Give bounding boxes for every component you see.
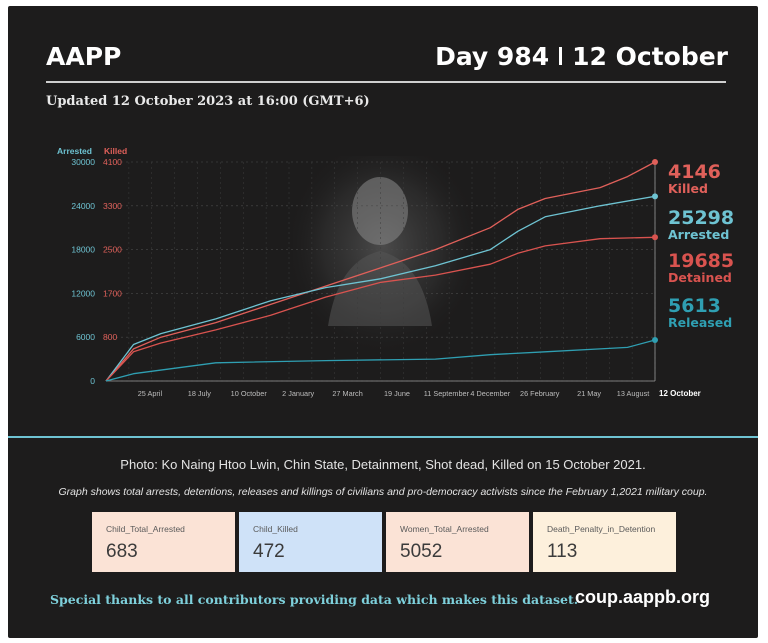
day-date-header: Day 984 12 October — [435, 42, 728, 71]
y-tick-killed: 1700 — [103, 288, 122, 298]
stat-value: 113 — [547, 541, 578, 562]
y-tick-killed: 2500 — [103, 245, 122, 255]
y-tick-arrested: 18000 — [71, 245, 95, 255]
axis-label-killed: Killed — [104, 146, 127, 156]
stats-row: Child_Total_Arrested 683 Child_Killed 47… — [92, 512, 676, 572]
y-tick-arrested: 12000 — [71, 288, 95, 298]
x-tick-label: 2 January — [282, 389, 314, 398]
end-name-arrested: Arrested — [668, 227, 729, 242]
x-tick-label: 4 December — [470, 389, 510, 398]
photo-caption: Photo: Ko Naing Htoo Lwin, Chin State, D… — [120, 457, 646, 472]
x-tick-label: 12 October — [659, 389, 701, 398]
infographic-card: AAPP Day 984 12 October Updated 12 Octobe… — [8, 6, 758, 638]
header-separator — [559, 47, 563, 65]
x-tick-label: 27 March — [332, 389, 362, 398]
stat-label: Child_Killed — [253, 524, 298, 534]
y-tick-arrested: 0 — [90, 376, 95, 386]
end-value-detained: 19685 — [668, 250, 734, 272]
day-counter: Day 984 — [435, 42, 550, 71]
x-tick-label: 11 September — [424, 389, 470, 398]
stat-card-death-penalty: Death_Penalty_in_Detention 113 — [533, 512, 676, 572]
header-date: 12 October — [572, 42, 728, 71]
site-link[interactable]: coup.aappb.org — [575, 587, 710, 607]
end-name-detained: Detained — [668, 270, 732, 285]
portrait-photo — [293, 156, 473, 356]
y-tick-arrested: 24000 — [71, 201, 95, 211]
updated-timestamp: Updated 12 October 2023 at 16:00 (GMT+6) — [46, 94, 370, 109]
stat-card-child-killed: Child_Killed 472 — [239, 512, 382, 572]
thanks-note: Special thanks to all contributors provi… — [50, 592, 579, 607]
stat-label: Women_Total_Arrested — [400, 524, 489, 534]
stat-value: 472 — [253, 541, 285, 562]
end-value-released: 5613 — [668, 295, 721, 317]
stat-card-women-total-arrested: Women_Total_Arrested 5052 — [386, 512, 529, 572]
stat-card-child-total-arrested: Child_Total_Arrested 683 — [92, 512, 235, 572]
x-tick-label: 26 February — [520, 389, 560, 398]
stat-value: 683 — [106, 541, 138, 562]
series-line-killed — [105, 161, 656, 382]
axis-label-arrested: Arrested — [57, 146, 92, 156]
page-title: AAPP — [46, 42, 122, 71]
x-tick-label: 19 June — [384, 389, 410, 398]
stat-label: Child_Total_Arrested — [106, 524, 185, 534]
graph-note: Graph shows total arrests, detentions, r… — [58, 486, 708, 498]
series-end-marker-killed — [652, 159, 658, 165]
y-tick-arrested: 30000 — [71, 157, 95, 167]
series-end-marker-detained — [652, 234, 658, 241]
end-name-killed: Killed — [668, 181, 708, 196]
stat-label: Death_Penalty_in_Detention — [547, 524, 656, 534]
x-tick-label: 10 October — [231, 389, 268, 398]
x-tick-label: 25 April — [138, 389, 163, 398]
chart-labels: 30000 4100 24000 3300 18000 2500 12000 1700 6000… — [57, 146, 734, 398]
series-end-marker-released — [652, 337, 658, 344]
end-value-arrested: 25298 — [668, 207, 734, 229]
header-rule — [46, 81, 726, 83]
stat-value: 5052 — [400, 541, 443, 562]
series-end-marker-arrested — [652, 193, 658, 200]
x-tick-label: 18 July — [188, 389, 211, 398]
y-tick-killed: 3300 — [103, 201, 122, 211]
y-tick-killed: 4100 — [103, 157, 122, 167]
series-line-arrested — [105, 195, 656, 382]
chart-series — [105, 159, 658, 382]
y-tick-killed: 800 — [103, 332, 117, 342]
section-divider — [8, 436, 758, 438]
end-name-released: Released — [668, 315, 732, 330]
x-tick-label: 13 August — [617, 389, 649, 398]
cumulative-line-chart: 30000 4100 24000 3300 18000 2500 12000 1700 6000… — [57, 146, 734, 398]
series-line-detained — [105, 236, 656, 382]
end-value-killed: 4146 — [668, 161, 721, 183]
y-tick-arrested: 6000 — [76, 332, 95, 342]
series-line-released — [105, 339, 656, 382]
x-tick-label: 21 May — [577, 389, 601, 398]
